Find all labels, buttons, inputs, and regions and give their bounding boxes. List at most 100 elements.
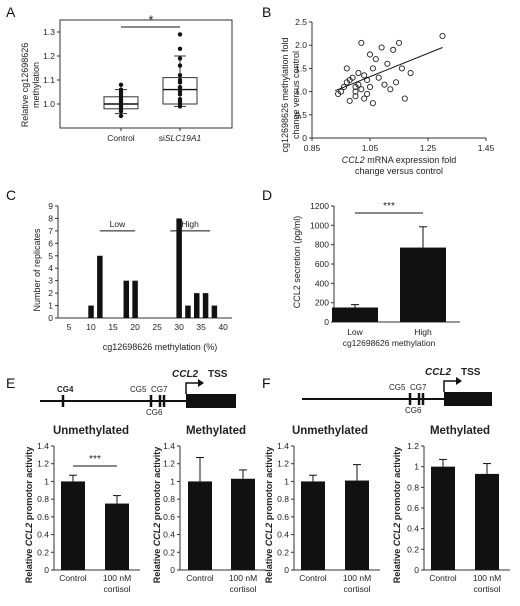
c-ytick-label: 2 — [48, 288, 53, 298]
b-point — [355, 69, 362, 77]
f-gene-label: CCL2 — [425, 367, 452, 378]
a-point — [177, 73, 183, 78]
c-group-low: Low — [110, 219, 126, 229]
b-ytick-label: 0 — [302, 133, 307, 143]
d-category-low: Low — [347, 327, 363, 337]
e-label-cg4: CG4 — [57, 385, 74, 394]
a-point — [118, 113, 124, 119]
panel-label-e: E — [6, 375, 15, 391]
a-point — [177, 63, 183, 68]
c-ytick-label: 3 — [48, 276, 53, 286]
b-point — [439, 32, 446, 39]
c-bar — [202, 293, 209, 318]
e-tss-label: TSS — [208, 369, 228, 380]
a-ytick-label: 1.1 — [43, 75, 55, 85]
e-right-title: Methylated — [186, 425, 246, 437]
b-xtick-label: 1.45 — [478, 143, 495, 153]
c-ytick-label: 4 — [48, 263, 53, 273]
e-right-cat-cortisol: cortisol — [230, 584, 257, 594]
a-category-control: Control — [107, 133, 135, 143]
b-xlabel-line2: change versus control — [355, 166, 443, 176]
d-significance: *** — [383, 201, 395, 212]
f-right-title: Methylated — [430, 425, 490, 437]
f-right-ytick-label: 0.4 — [407, 524, 419, 534]
f-left-bar — [301, 481, 325, 570]
a-point — [177, 85, 183, 90]
d-ytick-label: 400 — [315, 278, 329, 288]
f-right-ytick-label: 0.6 — [407, 503, 419, 513]
f-right-cat-cortisol: cortisol — [474, 584, 501, 594]
e-left-ytick-label: 1.2 — [37, 459, 49, 469]
c-xtick-label: 10 — [86, 322, 96, 332]
panel-label-b: B — [262, 4, 271, 20]
f-exon-box — [444, 392, 492, 406]
b-point — [343, 65, 350, 72]
a-point — [177, 77, 183, 83]
d-ytick-label: 800 — [315, 240, 329, 250]
e-left-ytick-label: 1.4 — [37, 441, 49, 451]
b-point — [384, 60, 391, 67]
panel-label-c: C — [6, 187, 16, 203]
d-bar — [332, 307, 378, 322]
b-point — [366, 51, 374, 58]
a-point — [177, 56, 183, 61]
f-left-cat-100nm: 100 nM — [343, 573, 371, 583]
b-point — [364, 90, 371, 97]
e-left-ytick-label: 0 — [44, 565, 49, 575]
b-xtick-label: 1.25 — [420, 143, 437, 153]
f-left-ytick-label: 0.6 — [277, 512, 289, 522]
d-xlabel: cg12698626 methylation — [343, 338, 436, 348]
a-ytick-label: 1.3 — [43, 27, 55, 37]
e-left-cat-control: Control — [59, 573, 87, 583]
b-point — [372, 56, 379, 63]
c-xtick-label: 40 — [218, 322, 228, 332]
f-gene-diagram: CG5 CG7 CG6 CCL2 TSS — [302, 367, 492, 415]
b-ytick-label: 1.5 — [295, 63, 307, 73]
e-right-categories: Control 100 nM cortisol — [186, 573, 257, 594]
c-bar — [176, 218, 182, 318]
b-ytick-label: 1.0 — [295, 87, 307, 97]
c-bar — [97, 255, 103, 318]
f-right-ylabel: Relative CCL2 promotor activity — [392, 447, 402, 584]
f-left-ytick-label: 1.2 — [277, 459, 289, 469]
c-ytick-label: 0 — [48, 313, 53, 323]
e-right-ytick-label: 1 — [170, 476, 175, 486]
b-point — [407, 69, 414, 77]
b-point — [361, 95, 368, 102]
f-left-ytick-label: 0.2 — [277, 547, 289, 557]
a-point — [177, 32, 183, 37]
c-xtick-label: 15 — [108, 322, 118, 332]
e-left-bar — [105, 503, 129, 570]
e-left-cat-100nm: 100 nM — [103, 573, 131, 583]
f-right-cat-control: Control — [429, 573, 457, 583]
b-point — [337, 88, 345, 95]
d-ytick-label: 600 — [315, 259, 329, 269]
a-ylabel-line1: Relative cg12698626 — [20, 43, 30, 128]
b-ytick-label: 0.5 — [295, 110, 307, 120]
a-point — [177, 46, 183, 51]
c-ylabel: Number of replicates — [32, 228, 42, 312]
d-category-high: High — [414, 327, 432, 337]
e-right-ylabel: Relative CCL2 promotor activity — [152, 447, 162, 584]
f-right-ytick-label: 0 — [414, 565, 419, 575]
c-bar — [132, 280, 138, 318]
e-right-ytick-label: 0 — [170, 565, 175, 575]
c-bar — [123, 280, 130, 318]
f-right-cat-100nm: 100 nM — [473, 573, 501, 583]
f-tss-label: TSS — [461, 367, 481, 378]
c-xtick-label: 25 — [152, 322, 162, 332]
e-right-ytick-label: 0.2 — [163, 547, 175, 557]
e-left-bar — [61, 481, 85, 570]
c-ytick-label: 8 — [48, 213, 53, 223]
d-bar — [400, 247, 446, 322]
c-ytick-label: 5 — [48, 251, 53, 261]
e-right-ytick-label: 1.4 — [163, 441, 175, 451]
e-right-bar — [188, 481, 212, 570]
b-point — [358, 39, 365, 46]
c-xtick-label: 5 — [67, 322, 72, 332]
b-point — [352, 93, 359, 100]
a-point — [118, 82, 124, 88]
e-left-ylabel: Relative CCL2 promotor activity — [24, 447, 34, 584]
f-right-categories: Control 100 nM cortisol — [429, 573, 501, 594]
